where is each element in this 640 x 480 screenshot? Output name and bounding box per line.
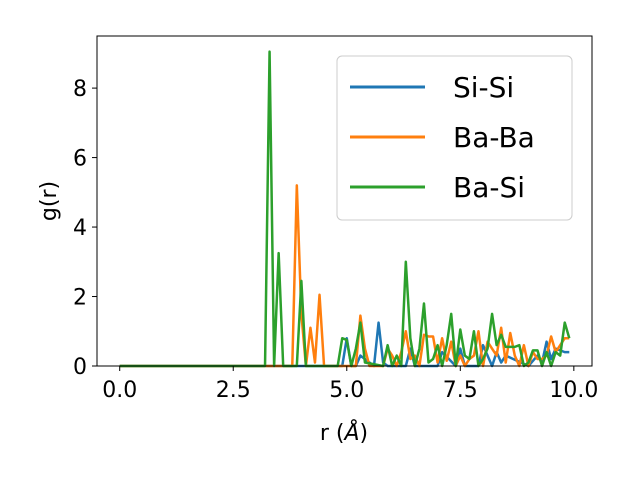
- legend-label-ba-ba: Ba-Ba: [453, 121, 535, 154]
- plot-frame: [96, 35, 593, 367]
- legend: Si-Si Ba-Ba Ba-Si: [336, 55, 573, 221]
- x-tick-label: 2.5: [216, 378, 251, 403]
- x-axis-label-unit: Å: [342, 419, 359, 446]
- y-tick-label: 6: [73, 147, 87, 172]
- y-tick-label: 8: [73, 77, 87, 102]
- series-line-ba-si: [119, 50, 571, 368]
- x-axis: 0.0 2.5 5.0 7.5 10.0: [102, 366, 598, 403]
- legend-box: [336, 55, 573, 221]
- x-tick-label: 7.5: [443, 378, 478, 403]
- x-tick-label: 10.0: [549, 378, 598, 403]
- legend-label-si-si: Si-Si: [453, 71, 514, 104]
- x-tick-label: 0.0: [102, 378, 137, 403]
- y-tick-label: 0: [73, 355, 87, 380]
- x-tick-label: 5.0: [329, 378, 364, 403]
- y-axis: 0 2 4 6 8: [73, 77, 97, 380]
- y-tick-label: 2: [73, 286, 87, 311]
- y-tick-label: 4: [73, 216, 87, 241]
- x-axis-label: r (Å): [320, 419, 368, 446]
- y-axis-label: g(r): [37, 181, 62, 221]
- legend-label-ba-si: Ba-Si: [453, 171, 525, 204]
